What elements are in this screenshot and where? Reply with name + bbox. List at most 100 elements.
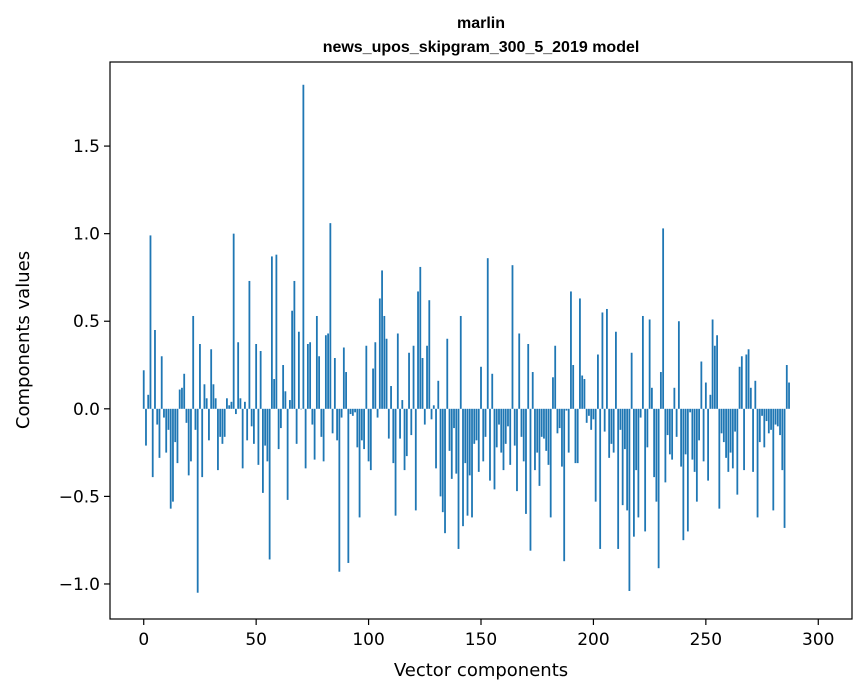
x-tick-label: 150 <box>465 630 497 650</box>
bar <box>333 358 336 409</box>
bar <box>704 382 707 409</box>
bar <box>498 408 500 425</box>
bar <box>707 408 709 481</box>
y-tick-label: −1.0 <box>59 575 100 595</box>
bar <box>693 408 696 472</box>
bar <box>691 408 694 460</box>
bar <box>448 408 451 451</box>
bar <box>543 408 545 439</box>
bar <box>615 331 617 409</box>
bar <box>720 408 723 434</box>
bar <box>203 384 206 409</box>
bar <box>482 408 485 462</box>
bar <box>686 408 689 532</box>
bar <box>291 310 294 409</box>
bar <box>698 408 700 441</box>
bar <box>235 408 237 415</box>
bar <box>381 270 383 409</box>
bar <box>722 408 725 443</box>
bar <box>172 408 174 502</box>
bar <box>606 308 608 409</box>
bar <box>785 365 788 409</box>
bar <box>464 408 467 464</box>
bar <box>493 408 496 490</box>
bar <box>178 389 181 409</box>
bar <box>743 408 745 471</box>
bar <box>639 408 642 418</box>
bar <box>628 408 631 591</box>
bar <box>570 291 572 409</box>
bar <box>500 408 503 453</box>
bar <box>446 338 449 409</box>
bar <box>201 408 204 478</box>
bar <box>626 408 629 511</box>
bar <box>491 373 494 409</box>
bar <box>313 408 316 460</box>
bar <box>671 408 674 460</box>
bar <box>158 408 161 458</box>
bar <box>729 408 732 453</box>
bar <box>219 408 222 437</box>
bar <box>426 345 428 409</box>
bar <box>644 408 647 532</box>
bar <box>300 408 303 410</box>
x-tick-label: 300 <box>802 630 834 650</box>
bar <box>405 408 408 457</box>
bar <box>167 408 170 430</box>
bar <box>275 254 278 409</box>
bar <box>282 365 285 409</box>
bar <box>151 408 154 478</box>
bar <box>347 408 350 563</box>
bar <box>597 354 599 409</box>
bar <box>430 408 433 420</box>
bar <box>588 408 590 416</box>
bar <box>567 408 570 453</box>
bar <box>662 228 665 409</box>
bar <box>646 408 649 448</box>
bar <box>338 408 341 572</box>
bar <box>439 408 442 497</box>
bar <box>315 315 318 409</box>
bar <box>142 370 145 409</box>
bar <box>365 345 368 409</box>
bar <box>603 408 606 432</box>
bar <box>549 408 552 518</box>
bar <box>354 408 356 413</box>
bar <box>208 408 210 441</box>
bar <box>583 379 586 409</box>
bar <box>695 408 698 502</box>
bar <box>556 408 559 434</box>
bar <box>358 408 361 518</box>
bar <box>736 408 739 495</box>
bar <box>590 408 593 430</box>
bar <box>255 344 258 409</box>
bar <box>270 256 273 409</box>
bar <box>711 319 714 409</box>
bar <box>246 408 249 441</box>
bar <box>788 382 790 409</box>
bar <box>558 408 561 429</box>
bar <box>410 408 413 436</box>
bar <box>574 408 577 464</box>
bar <box>673 387 676 409</box>
bar <box>513 408 516 446</box>
bar <box>718 408 721 509</box>
bar <box>385 338 388 409</box>
bar <box>540 408 543 437</box>
x-tick-label: 100 <box>352 630 384 650</box>
y-axis-label: Components values <box>13 251 34 429</box>
bar <box>612 408 615 453</box>
bar <box>585 408 588 423</box>
bar <box>356 408 359 448</box>
bar <box>641 315 644 409</box>
bar <box>259 351 262 409</box>
bar <box>149 235 152 409</box>
bar <box>396 333 399 409</box>
bar <box>581 375 584 409</box>
bar <box>747 349 750 409</box>
bar <box>749 387 752 409</box>
bar <box>655 408 658 502</box>
bar <box>390 386 392 409</box>
bar <box>309 342 312 409</box>
